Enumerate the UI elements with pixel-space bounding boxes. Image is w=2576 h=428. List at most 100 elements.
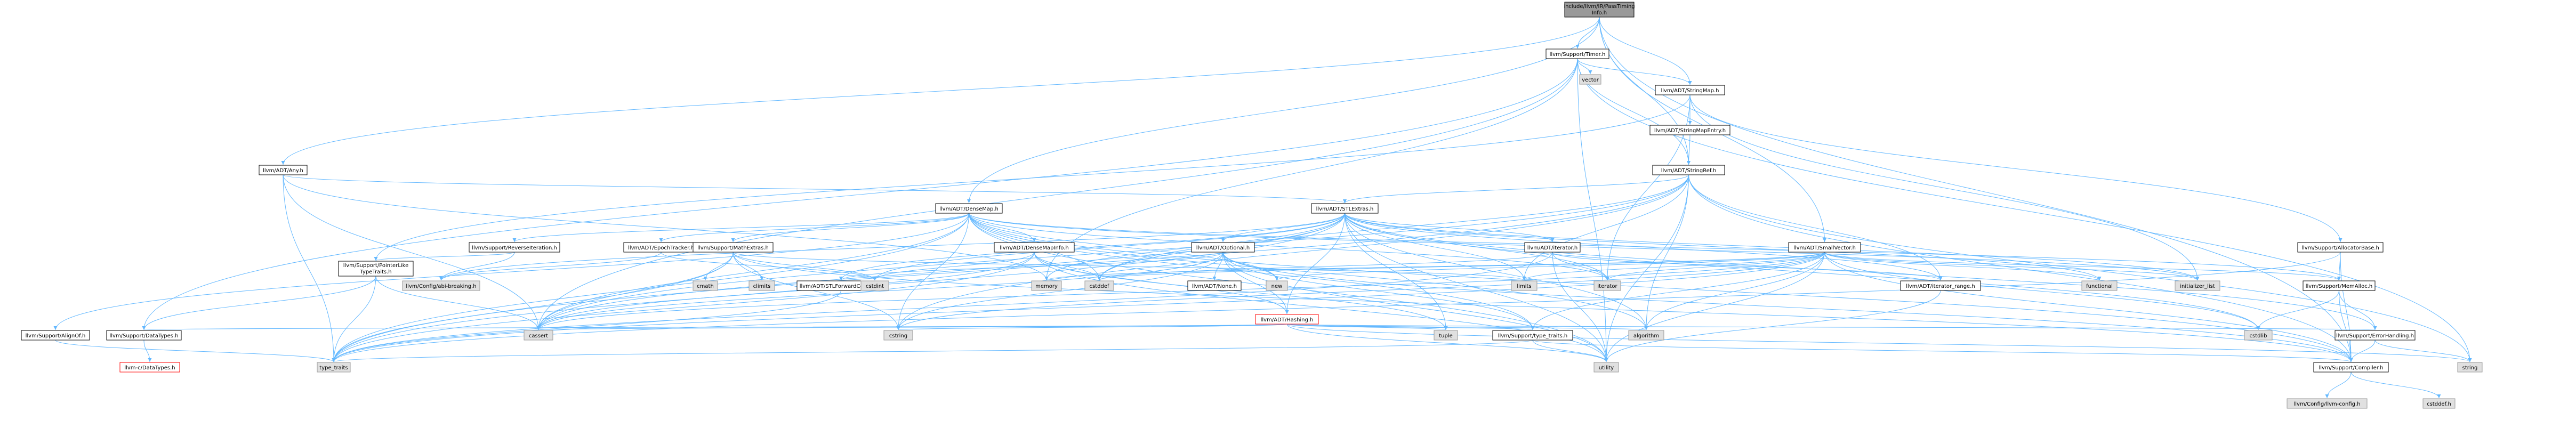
node-stlextras[interactable]: llvm/ADT/STLExtras.h (1311, 204, 1378, 213)
node-iterator[interactable]: llvm/ADT/iterator.h (1525, 243, 1580, 252)
node-string-label: string (2462, 365, 2478, 371)
edge-epochtracker-to-configabi (441, 252, 662, 280)
node-string: string (2458, 362, 2482, 372)
node-epochtracker[interactable]: llvm/ADT/EpochTracker.h (624, 243, 698, 252)
node-memalloc[interactable]: llvm/Support/MemAlloc.h (2303, 281, 2375, 290)
node-cstdint-label: cstdint (866, 284, 884, 289)
edge-stringref-to-cstddef (1099, 175, 1689, 280)
node-any[interactable]: llvm/ADT/Any.h (259, 165, 307, 175)
node-allocatorbase-label: llvm/Support/AllocatorBase.h (2301, 245, 2379, 251)
node-reverseiteration[interactable]: llvm/Support/ReverseIteration.h (469, 243, 560, 252)
node-datatypes[interactable]: llvm/Support/DataTypes.h (107, 330, 181, 340)
node-limits: limits (1511, 281, 1537, 290)
edge-mathextras-to-cmath (705, 252, 733, 280)
node-stringmapentry[interactable]: llvm/ADT/StringMapEntry.h (1650, 125, 1730, 135)
node-timer[interactable]: llvm/Support/Timer.h (1546, 49, 1609, 59)
node-cstddefh-label: cstddef.h (2427, 401, 2451, 407)
edge-typetraitsllvm-to-typetraits (334, 340, 1533, 362)
node-cstddefh: cstddef.h (2423, 399, 2455, 408)
edge-root-to-compiler (1599, 17, 2351, 362)
node-cstring-label: cstring (889, 333, 907, 339)
node-optional[interactable]: llvm/ADT/Optional.h (1192, 243, 1254, 252)
edge-stringmapentry-to-stringref (1689, 135, 1690, 165)
edge-stringmap-to-initlist (1690, 95, 2197, 280)
node-cstddef-label: cstddef (1090, 284, 1109, 289)
node-iteratorh: iterator (1594, 281, 1621, 290)
edge-optional-to-new (1223, 252, 1277, 280)
edge-compiler-to-llvmconfig (2327, 372, 2351, 398)
edge-timer-to-string (1577, 59, 2470, 362)
node-densemapinfo-label: llvm/ADT/DenseMapInfo.h (1000, 245, 1069, 251)
node-llvmconfig-label: llvm/Config/llvm-config.h (2294, 401, 2361, 407)
node-hashing-label: llvm/ADT/Hashing.h (1261, 317, 1314, 323)
edge-stlforward-to-typetraits (334, 290, 841, 362)
node-compiler[interactable]: llvm/Support/Compiler.h (2314, 362, 2388, 372)
node-stringmap[interactable]: llvm/ADT/StringMap.h (1655, 85, 1725, 95)
node-pointerliketypetraits[interactable]: llvm/Support/PointerLike TypeTraits.h (339, 261, 413, 276)
node-stringmapentry-label: llvm/ADT/StringMapEntry.h (1654, 128, 1726, 134)
edge-root-to-timer (1577, 17, 1599, 49)
edge-root-to-densemap (969, 17, 1600, 203)
node-cassert: cassert (524, 330, 553, 340)
node-iteratorrange[interactable]: llvm/ADT/iterator_range.h (1901, 281, 1981, 290)
edge-typetraitsllvm-to-compiler (1533, 340, 2351, 362)
node-utility: utility (1594, 362, 1619, 372)
node-new: new (1266, 281, 1287, 290)
node-alignof[interactable]: llvm/Support/AlignOf.h (21, 330, 90, 340)
edge-typetraitsllvm-to-utility (1533, 340, 1606, 362)
node-algorithm: algorithm (1629, 330, 1664, 340)
node-hashing[interactable]: llvm/ADT/Hashing.h (1255, 314, 1318, 324)
node-allocatorbase[interactable]: llvm/Support/AllocatorBase.h (2298, 243, 2383, 252)
node-typetraitsllvm-label: llvm/Support/type_traits.h (1498, 333, 1567, 339)
node-configabi-label: llvm/Config/abi-breaking.h (406, 284, 476, 289)
edge-iteratorrange-to-utility (1606, 290, 1941, 362)
node-cstdint: cstdint (861, 281, 889, 290)
edge-densemap-to-epochtracker (661, 213, 969, 242)
edge-hashing-to-string (1287, 324, 2470, 362)
node-cdatatypes-label: llvm-c/DataTypes.h (124, 365, 175, 371)
node-mathextras-label: llvm/Support/MathExtras.h (697, 245, 769, 251)
node-new-label: new (1271, 284, 1283, 289)
edge-stlextras-to-cstdlib (1345, 213, 2259, 330)
node-mathextras[interactable]: llvm/Support/MathExtras.h (693, 243, 773, 252)
edge-pointerliketypetraits-to-datatypes (144, 276, 376, 330)
edge-alignof-to-typetraits (55, 340, 334, 362)
node-alignof-label: llvm/Support/AlignOf.h (26, 333, 86, 339)
edge-errorhandling-to-compiler (2351, 340, 2375, 362)
node-compiler-label: llvm/Support/Compiler.h (2319, 365, 2383, 371)
node-climits: climits (749, 281, 775, 290)
node-memory-label: memory (1035, 284, 1058, 289)
node-climits-label: climits (753, 284, 771, 289)
node-stringmap-label: llvm/ADT/StringMap.h (1661, 88, 1719, 94)
node-configabi: llvm/Config/abi-breaking.h (402, 281, 480, 290)
edge-stringmap-to-allocatorbase (1690, 95, 2340, 242)
node-none[interactable]: llvm/ADT/None.h (1188, 281, 1241, 290)
node-stlextras-label: llvm/ADT/STLExtras.h (1316, 206, 1374, 212)
node-iteratorrange-label: llvm/ADT/iterator_range.h (1906, 284, 1975, 289)
node-datatypes-label: llvm/Support/DataTypes.h (109, 333, 178, 339)
node-llvmconfig: llvm/Config/llvm-config.h (2287, 399, 2367, 408)
node-timer-label: llvm/Support/Timer.h (1550, 52, 1606, 58)
edge-datatypes-to-cdatatypes (144, 340, 150, 362)
edge-allocatorbase-to-typetraits (334, 252, 2340, 362)
edge-densemapinfo-to-cstdint (875, 252, 1034, 280)
node-stringref[interactable]: llvm/ADT/StringRef.h (1653, 165, 1725, 175)
node-errorhandling[interactable]: llvm/Support/ErrorHandling.h (2335, 330, 2415, 340)
node-densemapinfo[interactable]: llvm/ADT/DenseMapInfo.h (994, 243, 1074, 252)
node-root[interactable]: include/llvm/IR/PassTiming Info.h (1564, 2, 1635, 17)
edge-densemap-to-algorithm (969, 213, 1647, 330)
edge-timer-to-utility (1577, 59, 1606, 362)
node-any-label: llvm/ADT/Any.h (263, 168, 303, 174)
node-cdatatypes[interactable]: llvm-c/DataTypes.h (120, 362, 180, 372)
edge-epochtracker-to-cstdint (661, 252, 875, 280)
node-densemap[interactable]: llvm/ADT/DenseMap.h (936, 204, 1002, 213)
edge-any-to-typetraits (283, 175, 334, 362)
node-typetraitsllvm[interactable]: llvm/Support/type_traits.h (1493, 330, 1573, 340)
node-errorhandling-label: llvm/Support/ErrorHandling.h (2336, 333, 2414, 339)
edge-optional-to-compiler (1223, 252, 2351, 362)
node-iteratorh-label: iterator (1597, 284, 1617, 289)
node-typetraits: type_traits (317, 362, 350, 372)
node-epochtracker-label: llvm/ADT/EpochTracker.h (628, 245, 694, 251)
edge-smallvector-to-cstring (898, 252, 1825, 330)
node-smallvector[interactable]: llvm/ADT/SmallVector.h (1789, 243, 1861, 252)
